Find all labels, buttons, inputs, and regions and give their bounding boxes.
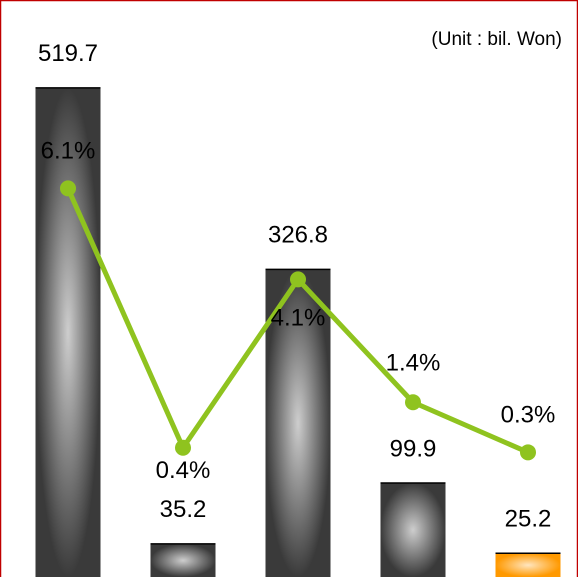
bar-value-label: 326.8 [268, 222, 328, 249]
line-point [60, 180, 76, 197]
bar-shine [380, 482, 446, 577]
line-value-label: 6.1% [41, 138, 96, 165]
line-point [520, 444, 536, 461]
bar-value-label: 35.2 [160, 496, 207, 523]
bar-shine [150, 543, 216, 577]
bar-shine [265, 269, 331, 577]
line-point [290, 271, 306, 288]
line-value-label: 4.1% [271, 305, 326, 332]
line-value-label: 0.3% [501, 402, 556, 429]
line-point [175, 439, 191, 456]
bar-value-label: 25.2 [505, 506, 552, 533]
line-value-label: 1.4% [386, 350, 441, 377]
line-point [405, 394, 421, 411]
unit-annotation: (Unit : bil. Won) [431, 29, 562, 50]
bar-value-label: 99.9 [390, 435, 437, 462]
bar-shine [495, 553, 561, 577]
bar-shine [35, 87, 101, 577]
line-value-label: 0.4% [156, 457, 211, 484]
bar-value-label: 519.7 [38, 40, 98, 67]
